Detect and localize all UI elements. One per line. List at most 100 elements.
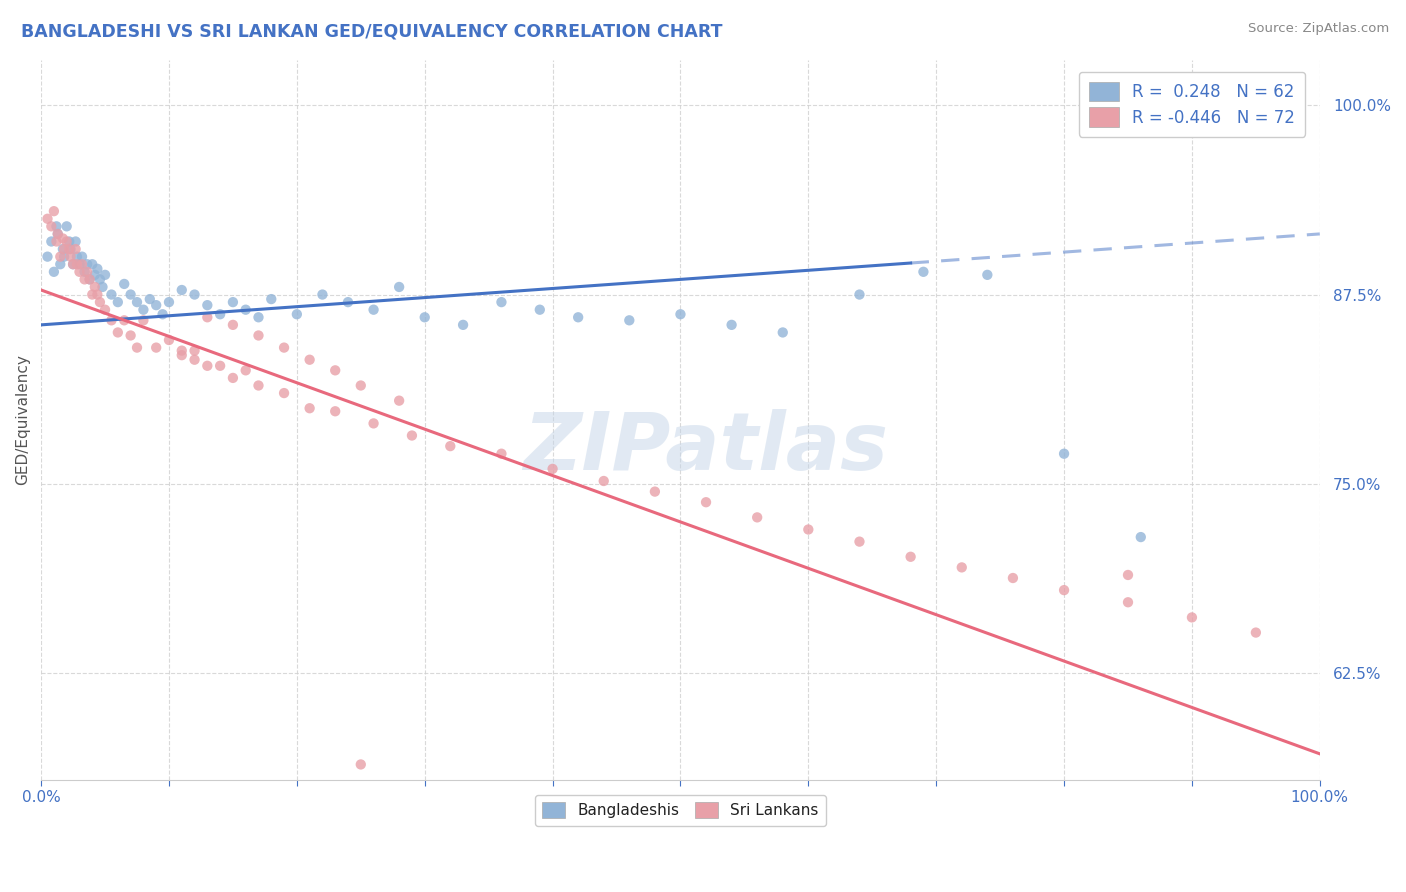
Legend: Bangladeshis, Sri Lankans: Bangladeshis, Sri Lankans bbox=[534, 795, 827, 826]
Point bbox=[73, 272, 96, 286]
Point bbox=[772, 326, 794, 340]
Point bbox=[45, 219, 67, 234]
Point bbox=[139, 292, 162, 306]
Point bbox=[152, 307, 174, 321]
Point bbox=[695, 495, 717, 509]
Point bbox=[145, 341, 167, 355]
Point bbox=[1181, 610, 1204, 624]
Point bbox=[323, 404, 346, 418]
Point bbox=[89, 272, 111, 286]
Point bbox=[170, 348, 193, 362]
Point bbox=[42, 204, 65, 219]
Point bbox=[65, 242, 87, 256]
Point bbox=[53, 242, 76, 256]
Point bbox=[41, 219, 63, 234]
Point bbox=[45, 235, 67, 249]
Point bbox=[388, 280, 411, 294]
Point bbox=[112, 277, 135, 291]
Point bbox=[70, 257, 93, 271]
Point bbox=[62, 257, 84, 271]
Point bbox=[619, 313, 641, 327]
Text: ZIPatlas: ZIPatlas bbox=[523, 409, 889, 487]
Point bbox=[145, 298, 167, 312]
Point bbox=[1129, 530, 1152, 544]
Point bbox=[89, 295, 111, 310]
Point bbox=[73, 265, 96, 279]
Point bbox=[58, 242, 80, 256]
Point bbox=[83, 268, 105, 282]
Point bbox=[209, 359, 232, 373]
Point bbox=[37, 250, 59, 264]
Point bbox=[337, 295, 360, 310]
Point bbox=[83, 280, 105, 294]
Point bbox=[311, 287, 333, 301]
Point bbox=[388, 393, 411, 408]
Text: BANGLADESHI VS SRI LANKAN GED/EQUIVALENCY CORRELATION CHART: BANGLADESHI VS SRI LANKAN GED/EQUIVALENC… bbox=[21, 22, 723, 40]
Point bbox=[195, 310, 218, 325]
Point bbox=[120, 328, 142, 343]
Point bbox=[451, 318, 474, 332]
Point bbox=[222, 318, 245, 332]
Point bbox=[69, 257, 91, 271]
Point bbox=[491, 295, 513, 310]
Point bbox=[669, 307, 692, 321]
Point bbox=[65, 235, 87, 249]
Point bbox=[298, 352, 321, 367]
Point bbox=[491, 447, 513, 461]
Point bbox=[273, 386, 295, 401]
Point bbox=[82, 257, 104, 271]
Point bbox=[222, 371, 245, 385]
Point bbox=[285, 307, 308, 321]
Point bbox=[363, 302, 385, 317]
Point bbox=[46, 227, 69, 241]
Point bbox=[107, 295, 129, 310]
Point bbox=[82, 287, 104, 301]
Point bbox=[59, 242, 82, 256]
Point bbox=[247, 328, 270, 343]
Point bbox=[76, 257, 98, 271]
Point bbox=[439, 439, 461, 453]
Point bbox=[49, 250, 72, 264]
Point bbox=[1116, 568, 1139, 582]
Point bbox=[76, 265, 98, 279]
Point bbox=[976, 268, 998, 282]
Point bbox=[49, 257, 72, 271]
Point bbox=[42, 265, 65, 279]
Point bbox=[260, 292, 283, 306]
Point bbox=[132, 313, 155, 327]
Point bbox=[59, 250, 82, 264]
Point bbox=[912, 265, 935, 279]
Point bbox=[37, 211, 59, 226]
Point bbox=[66, 250, 89, 264]
Point bbox=[41, 235, 63, 249]
Point bbox=[247, 378, 270, 392]
Point bbox=[100, 313, 122, 327]
Point bbox=[94, 302, 117, 317]
Point bbox=[350, 757, 373, 772]
Point bbox=[53, 250, 76, 264]
Point bbox=[900, 549, 922, 564]
Point bbox=[157, 333, 180, 347]
Point bbox=[55, 235, 77, 249]
Point bbox=[52, 242, 75, 256]
Point bbox=[247, 310, 270, 325]
Point bbox=[1001, 571, 1024, 585]
Point bbox=[1053, 447, 1076, 461]
Point bbox=[413, 310, 436, 325]
Point bbox=[541, 462, 564, 476]
Y-axis label: GED/Equivalency: GED/Equivalency bbox=[15, 354, 30, 485]
Point bbox=[66, 257, 89, 271]
Point bbox=[401, 428, 423, 442]
Point bbox=[209, 307, 232, 321]
Point bbox=[235, 302, 257, 317]
Point bbox=[235, 363, 257, 377]
Point bbox=[363, 417, 385, 431]
Point bbox=[183, 343, 205, 358]
Point bbox=[567, 310, 589, 325]
Point bbox=[125, 295, 148, 310]
Point bbox=[183, 352, 205, 367]
Point bbox=[107, 326, 129, 340]
Point bbox=[298, 401, 321, 416]
Text: Source: ZipAtlas.com: Source: ZipAtlas.com bbox=[1249, 22, 1389, 36]
Point bbox=[720, 318, 742, 332]
